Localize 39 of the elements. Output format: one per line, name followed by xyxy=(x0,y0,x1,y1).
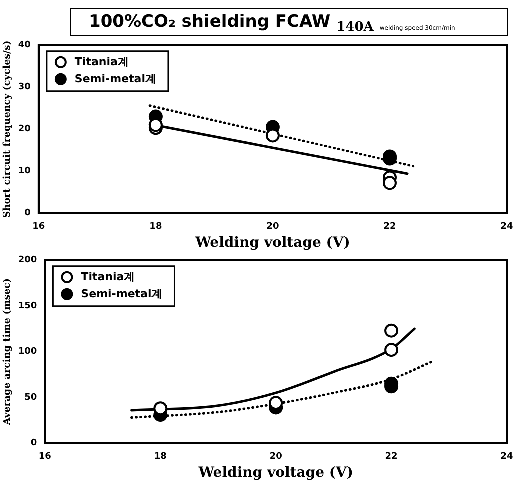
legend-label: Titania계 xyxy=(74,55,129,68)
y-tick-label: 100 xyxy=(18,347,38,358)
y-tick-label: 150 xyxy=(18,301,38,312)
point xyxy=(384,324,399,338)
y-tick-label: 10 xyxy=(18,166,31,177)
y-tick-label: 20 xyxy=(18,124,31,135)
x-tick-label: 24 xyxy=(500,452,514,462)
x-tick-label: 20 xyxy=(270,452,282,462)
x-tick-label: 16 xyxy=(38,452,52,462)
x-tick-label: 24 xyxy=(500,222,514,232)
point xyxy=(384,343,399,358)
point xyxy=(269,396,284,410)
x-axis-title: Welding voltage (V) xyxy=(194,235,350,252)
legend-label: Semi-metal계 xyxy=(74,72,156,86)
line-series xyxy=(130,328,416,412)
x-tick-label: 18 xyxy=(154,452,167,462)
y-tick-label: 50 xyxy=(24,392,38,403)
line-series xyxy=(130,360,434,420)
x-tick-label: 20 xyxy=(266,222,280,232)
y-tick-label: 30 xyxy=(18,82,31,93)
y-tick-label: 200 xyxy=(18,256,38,266)
x-tick-label: 18 xyxy=(150,222,162,232)
y-tick-label: 40 xyxy=(18,40,31,51)
point xyxy=(148,118,163,132)
legend-label: Semi-metal계 xyxy=(81,287,163,300)
x-axis-title: Welding voltage (V) xyxy=(198,465,354,482)
x-tick-label: 22 xyxy=(385,452,398,462)
point xyxy=(154,402,168,416)
chart-subtitle: 140A xyxy=(336,20,374,34)
x-tick-label: 22 xyxy=(384,222,396,232)
y-tick-label: 0 xyxy=(30,438,38,449)
point xyxy=(382,176,397,190)
legend-label: Titania계 xyxy=(81,270,136,284)
point xyxy=(266,128,280,143)
x-tick-label: 16 xyxy=(32,222,46,232)
y-axis-title: Average arcing time (msec) xyxy=(2,278,14,426)
y-tick-label: 0 xyxy=(24,208,31,219)
chart-title: 100%CO₂ shielding FCAW xyxy=(89,12,331,32)
y-axis-title: Short circuit frequency (cycles/s) xyxy=(2,40,14,218)
